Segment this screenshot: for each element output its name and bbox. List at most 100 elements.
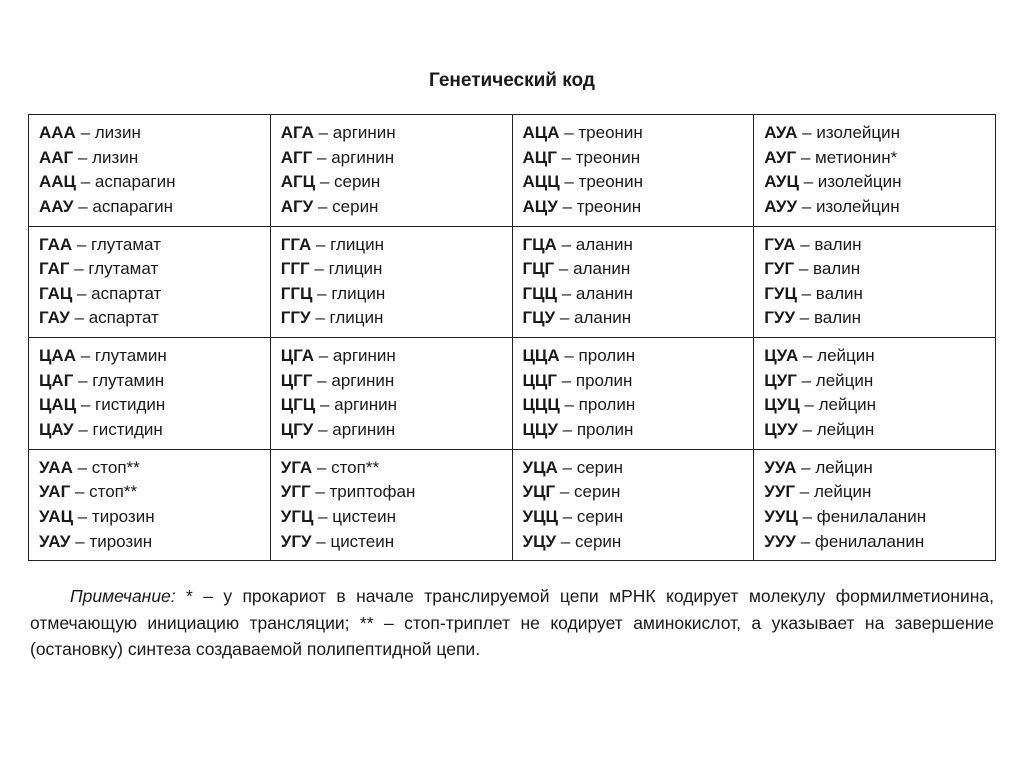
amino-acid: серин <box>574 482 620 501</box>
separator: – <box>74 420 93 439</box>
codon-entry: ГЦЦ – аланин <box>523 282 746 307</box>
separator: – <box>76 172 95 191</box>
codon-code: АЦУ <box>523 197 558 216</box>
codon-code: ААГ <box>39 148 73 167</box>
amino-acid: серин <box>332 197 378 216</box>
separator: – <box>794 259 813 278</box>
codon-code: ГГЦ <box>281 284 313 303</box>
table-cell: УЦА – серинУЦГ – серинУЦЦ – серинУЦУ – с… <box>512 449 754 561</box>
codon-code: ЦГЦ <box>281 395 315 414</box>
separator: – <box>70 482 89 501</box>
separator: – <box>560 395 579 414</box>
codon-code: ЦАА <box>39 346 76 365</box>
separator: – <box>558 197 577 216</box>
codon-entry: УУГ – лейцин <box>764 480 987 505</box>
codon-code: ЦАУ <box>39 420 74 439</box>
codon-code: ГУГ <box>764 259 794 278</box>
separator: – <box>312 532 331 551</box>
codon-entry: АУГ – метионин* <box>764 146 987 171</box>
codon-entry: ЦАА – глутамин <box>39 344 262 369</box>
separator: – <box>314 123 333 142</box>
codon-code: УГУ <box>281 532 312 551</box>
separator: – <box>798 420 817 439</box>
codon-code: ГАГ <box>39 259 69 278</box>
amino-acid: аланин <box>574 308 631 327</box>
codon-code: АУА <box>764 123 797 142</box>
amino-acid: тирозин <box>92 507 155 526</box>
table-cell: ЦУА – лейцинЦУГ – лейцинЦУЦ – лейцинЦУУ … <box>754 338 996 450</box>
amino-acid: стоп** <box>92 458 140 477</box>
separator: – <box>797 197 816 216</box>
amino-acid: глицин <box>331 284 385 303</box>
separator: – <box>312 371 331 390</box>
codon-entry: УУА – лейцин <box>764 456 987 481</box>
separator: – <box>557 371 576 390</box>
amino-acid: лейцин <box>817 420 875 439</box>
codon-code: ЦАЦ <box>39 395 76 414</box>
amino-acid: аргинин <box>332 420 395 439</box>
amino-acid: глутамат <box>88 259 158 278</box>
codon-entry: ЦГУ – аргинин <box>281 418 504 443</box>
codon-entry: АЦГ – треонин <box>523 146 746 171</box>
codon-code: УЦГ <box>523 482 556 501</box>
codon-code: АЦЦ <box>523 172 560 191</box>
separator: – <box>313 507 332 526</box>
separator: – <box>797 123 816 142</box>
codon-code: ГГУ <box>281 308 311 327</box>
codon-entry: ГАГ – глутамат <box>39 257 262 282</box>
table-cell: ААА – лизинААГ – лизинААЦ – аспарагинААУ… <box>29 115 271 227</box>
separator: – <box>797 371 816 390</box>
amino-acid: валин <box>816 284 863 303</box>
amino-acid: валин <box>814 235 861 254</box>
amino-acid: изолейцин <box>818 172 902 191</box>
separator: – <box>311 482 330 501</box>
codon-entry: УГЦ – цистеин <box>281 505 504 530</box>
codon-code: УЦЦ <box>523 507 558 526</box>
separator: – <box>73 507 92 526</box>
amino-acid: лейцин <box>817 346 875 365</box>
codon-code: АГГ <box>281 148 313 167</box>
separator: – <box>558 507 577 526</box>
amino-acid: пролин <box>579 346 636 365</box>
codon-entry: УАЦ – тирозин <box>39 505 262 530</box>
amino-acid: лизин <box>92 148 138 167</box>
codon-entry: АЦА – треонин <box>523 121 746 146</box>
page-title: Генетический код <box>28 70 996 92</box>
amino-acid: глицин <box>330 235 384 254</box>
separator: – <box>796 148 815 167</box>
codon-code: АУЦ <box>764 172 799 191</box>
separator: – <box>555 308 574 327</box>
separator: – <box>799 172 818 191</box>
codon-code: ЦГА <box>281 346 314 365</box>
amino-acid: лейцин <box>814 482 872 501</box>
codon-code: ГУА <box>764 235 795 254</box>
separator: – <box>315 395 334 414</box>
codon-entry: ЦГЦ – аргинин <box>281 393 504 418</box>
codon-entry: ГГА – глицин <box>281 233 504 258</box>
codon-code: ЦАГ <box>39 371 73 390</box>
amino-acid: аспарагин <box>92 197 173 216</box>
separator: – <box>69 259 88 278</box>
amino-acid: аланин <box>576 284 633 303</box>
codon-code: ЦГГ <box>281 371 313 390</box>
separator: – <box>559 123 578 142</box>
codon-code: ГАЦ <box>39 284 72 303</box>
amino-acid: цистеин <box>330 532 394 551</box>
codon-code: ЦГУ <box>281 420 314 439</box>
codon-code: УГЦ <box>281 507 314 526</box>
table-row: УАА – стоп**УАГ – стоп**УАЦ – тирозинУАУ… <box>29 449 996 561</box>
amino-acid: серин <box>334 172 380 191</box>
table-cell: АЦА – треонинАЦГ – треонинАЦЦ – треонинА… <box>512 115 754 227</box>
separator: – <box>557 235 576 254</box>
separator: – <box>558 458 577 477</box>
codon-code: ГЦГ <box>523 259 555 278</box>
codon-code: УЦУ <box>523 532 557 551</box>
codon-entry: ЦАЦ – гистидин <box>39 393 262 418</box>
codon-entry: ГГГ – глицин <box>281 257 504 282</box>
amino-acid: цистеин <box>332 507 396 526</box>
codon-entry: АЦЦ – треонин <box>523 170 746 195</box>
separator: – <box>72 284 91 303</box>
codon-entry: ЦУЦ – лейцин <box>764 393 987 418</box>
codon-code: ААА <box>39 123 76 142</box>
separator: – <box>557 148 576 167</box>
